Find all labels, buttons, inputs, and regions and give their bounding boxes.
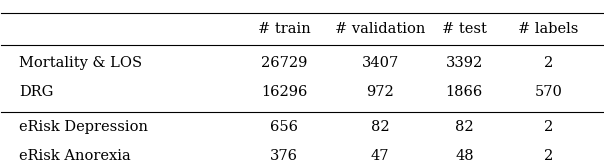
Text: eRisk Depression: eRisk Depression <box>19 120 149 134</box>
Text: # train: # train <box>257 22 310 36</box>
Text: # validation: # validation <box>335 22 425 36</box>
Text: 82: 82 <box>455 120 474 134</box>
Text: 47: 47 <box>371 149 390 163</box>
Text: 82: 82 <box>371 120 390 134</box>
Text: 2: 2 <box>544 56 553 70</box>
Text: eRisk Anorexia: eRisk Anorexia <box>19 149 131 163</box>
Text: 1866: 1866 <box>446 85 483 99</box>
Text: 972: 972 <box>366 85 394 99</box>
Text: 2: 2 <box>544 120 553 134</box>
Text: DRG: DRG <box>19 85 54 99</box>
Text: 3407: 3407 <box>362 56 399 70</box>
Text: # test: # test <box>442 22 487 36</box>
Text: 376: 376 <box>270 149 298 163</box>
Text: 26729: 26729 <box>261 56 307 70</box>
Text: 16296: 16296 <box>261 85 307 99</box>
Text: 48: 48 <box>455 149 474 163</box>
Text: 2: 2 <box>544 149 553 163</box>
Text: 570: 570 <box>535 85 562 99</box>
Text: # labels: # labels <box>518 22 579 36</box>
Text: 3392: 3392 <box>446 56 483 70</box>
Text: 656: 656 <box>270 120 298 134</box>
Text: Mortality & LOS: Mortality & LOS <box>19 56 143 70</box>
